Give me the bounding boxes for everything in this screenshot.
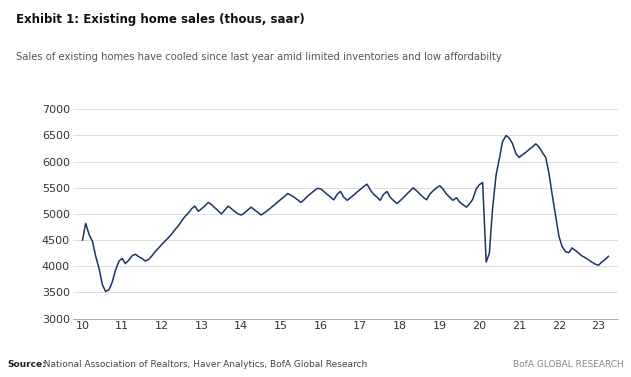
Text: Source:: Source: bbox=[8, 360, 46, 369]
Text: Sales of existing homes have cooled since last year amid limited inventories and: Sales of existing homes have cooled sinc… bbox=[16, 52, 502, 62]
Text: BofA GLOBAL RESEARCH: BofA GLOBAL RESEARCH bbox=[512, 360, 623, 369]
Text: Exhibit 1: Existing home sales (thous, saar): Exhibit 1: Existing home sales (thous, s… bbox=[16, 13, 305, 26]
Text: National Association of Realtors, Haver Analytics, BofA Global Research: National Association of Realtors, Haver … bbox=[38, 360, 367, 369]
